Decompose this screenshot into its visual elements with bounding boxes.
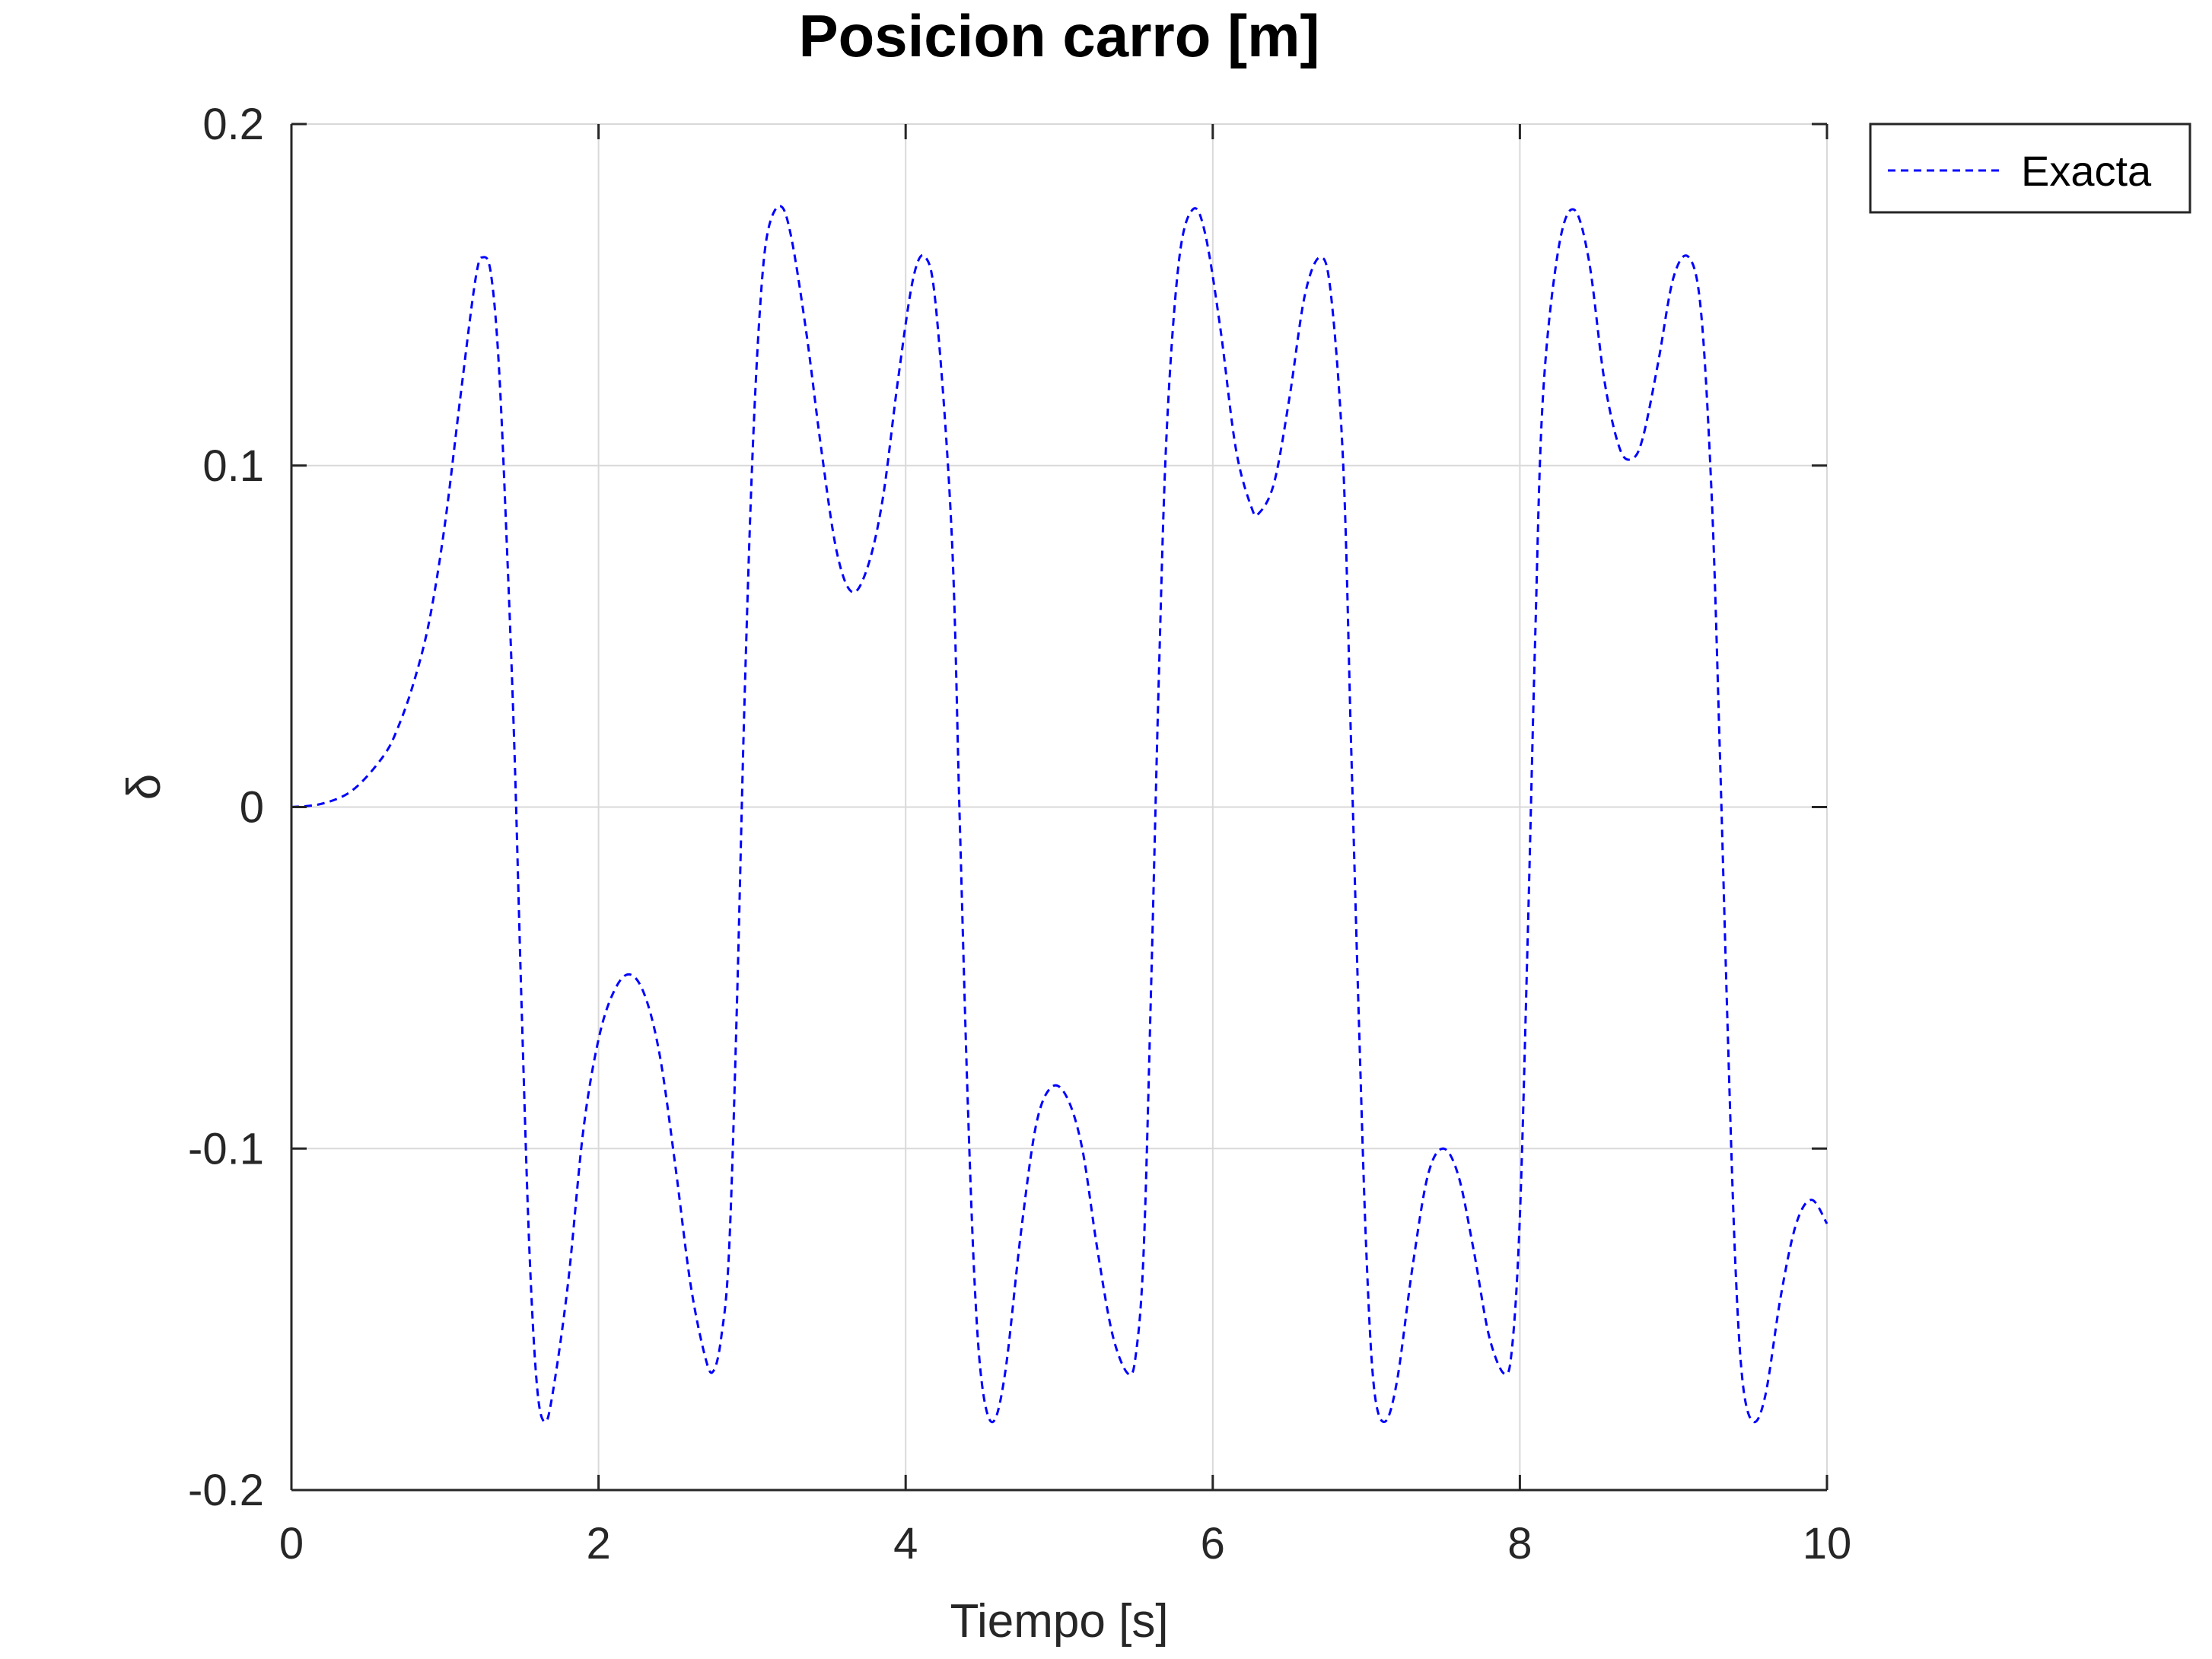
y-tick-labels: -0.2 -0.1 0 0.1 0.2 [188,100,264,1515]
x-tick-label: 0 [279,1519,304,1568]
legend-label-exacta: Exacta [2021,147,2152,195]
x-tick-labels: 0 2 4 6 8 10 [279,1519,1851,1568]
y-axis-label: δ [118,774,170,801]
y-tick-label: 0.2 [202,100,264,149]
legend: Exacta [1869,123,2191,214]
x-ticks [290,124,1828,1490]
x-tick-label: 4 [893,1519,918,1568]
series-line-exacta [291,205,1828,1424]
y-tick-label: -0.1 [188,1124,264,1173]
x-tick-label: 8 [1507,1519,1532,1568]
chart-title: Posicion carro [m] [799,2,1320,69]
series-group [291,205,1828,1424]
y-tick-label: 0 [240,783,264,833]
x-axis-label: Tiempo [s] [950,1595,1168,1648]
y-tick-label: -0.2 [188,1466,264,1515]
x-tick-label: 2 [586,1519,610,1568]
y-ticks [291,123,1827,1492]
x-tick-label: 10 [1803,1519,1852,1568]
y-tick-label: 0.1 [202,441,264,491]
legend-box [1869,123,2191,214]
x-tick-label: 6 [1201,1519,1225,1568]
